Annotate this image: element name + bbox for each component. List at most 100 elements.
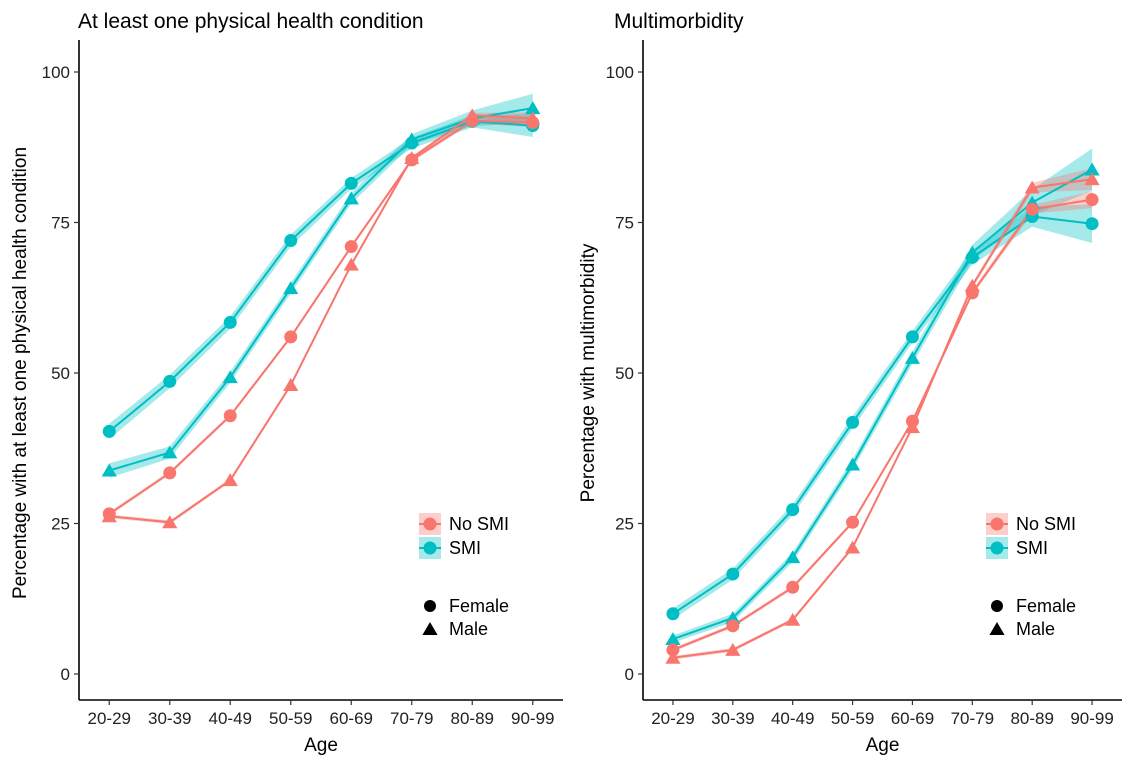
x-tick-label: 80-89 xyxy=(1010,709,1053,728)
data-point xyxy=(1084,162,1100,176)
x-tick-label: 60-69 xyxy=(330,709,373,728)
y-tick-label: 50 xyxy=(615,364,634,383)
data-point xyxy=(222,370,238,384)
data-point xyxy=(101,509,117,523)
x-tick-label: 90-99 xyxy=(1070,709,1113,728)
y-tick-label: 25 xyxy=(51,515,70,534)
x-tick-label: 20-29 xyxy=(88,709,131,728)
y-axis-label: Percentage with multimorbidity xyxy=(578,243,599,502)
data-point xyxy=(343,257,359,271)
data-point xyxy=(785,550,801,564)
x-tick-label: 40-49 xyxy=(209,709,252,728)
legend-label: SMI xyxy=(449,538,481,558)
x-tick-label: 40-49 xyxy=(771,709,814,728)
data-point xyxy=(1024,180,1040,194)
legend-shape-circle xyxy=(424,600,436,612)
series-line xyxy=(672,178,1093,659)
chart-panel-2: Multimorbidity 0 25 50 75 100 20-29 30-39 40-49 5… xyxy=(578,10,1122,756)
y-tick-label: 25 xyxy=(615,515,634,534)
data-point xyxy=(844,540,861,554)
confidence-band xyxy=(109,112,533,525)
data-point xyxy=(344,240,358,254)
data-point xyxy=(223,315,237,329)
legend-label: No SMI xyxy=(449,514,509,534)
x-tick-label: 90-99 xyxy=(511,709,554,728)
series-line xyxy=(672,168,1093,641)
legend-label: Female xyxy=(1016,596,1076,616)
legend-label: Male xyxy=(1016,619,1055,639)
data-point xyxy=(665,632,681,646)
data-point xyxy=(222,473,238,487)
data-point xyxy=(404,151,420,165)
legend-key-point xyxy=(990,517,1004,531)
data-point xyxy=(525,101,541,115)
x-axis-label: Age xyxy=(304,735,338,756)
chart-title: Multimorbidity xyxy=(614,10,744,33)
y-tick-label: 50 xyxy=(51,364,70,383)
legend-key-point xyxy=(990,541,1004,555)
legend-label: Male xyxy=(449,619,488,639)
data-point xyxy=(163,466,177,480)
data-point xyxy=(904,350,921,364)
data-point xyxy=(162,445,178,459)
legend-label: SMI xyxy=(1016,538,1048,558)
legend: No SMI SMI Female Male xyxy=(419,513,509,639)
data-point xyxy=(343,191,359,205)
data-point xyxy=(964,278,980,292)
data-point xyxy=(1085,193,1099,207)
data-point xyxy=(964,245,980,259)
series-line xyxy=(109,107,533,472)
data-point xyxy=(162,515,178,529)
data-point xyxy=(1084,172,1100,186)
data-point xyxy=(844,457,861,471)
data-point xyxy=(846,515,860,529)
data-point xyxy=(163,374,177,388)
data-point xyxy=(283,281,299,295)
series-line xyxy=(672,198,1093,651)
data-point xyxy=(904,420,921,434)
x-tick-label: 70-79 xyxy=(951,709,994,728)
legend: No SMI SMI Female Male xyxy=(986,513,1076,639)
series-line xyxy=(108,119,533,515)
data-point xyxy=(905,330,919,344)
confidence-band xyxy=(672,191,1093,652)
data-point xyxy=(223,409,237,423)
y-tick-label: 75 xyxy=(51,214,70,233)
legend-label: Female xyxy=(449,596,509,616)
confidence-band xyxy=(109,114,533,440)
x-tick-label: 30-39 xyxy=(711,709,754,728)
y-axis-label: Percentage with at least one physical he… xyxy=(10,147,31,599)
x-tick-label: 20-29 xyxy=(651,709,694,728)
data-point xyxy=(101,463,117,477)
data-point xyxy=(786,580,800,594)
x-tick-label: 70-79 xyxy=(390,709,433,728)
confidence-band xyxy=(672,148,1093,643)
x-tick-label: 50-59 xyxy=(831,709,874,728)
y-tick-label: 0 xyxy=(625,665,634,684)
legend-label: No SMI xyxy=(1016,514,1076,534)
data-point xyxy=(525,111,541,125)
data-point xyxy=(284,330,298,344)
y-tick-label: 100 xyxy=(606,63,634,82)
data-point xyxy=(785,612,801,626)
chart-panel-1: At least one physical health condition 0 2… xyxy=(10,10,563,756)
legend-key-point xyxy=(423,517,437,531)
data-point xyxy=(284,234,298,248)
x-tick-label: 60-69 xyxy=(891,709,934,728)
legend-shape-triangle xyxy=(989,622,1005,635)
data-point xyxy=(726,619,740,633)
data-point xyxy=(464,108,480,122)
data-point xyxy=(404,132,420,146)
x-tick-label: 50-59 xyxy=(269,709,312,728)
y-tick-label: 75 xyxy=(615,214,634,233)
data-point xyxy=(666,643,680,657)
confidence-band xyxy=(109,93,533,478)
data-point xyxy=(846,415,860,429)
data-point xyxy=(725,642,741,656)
series-line xyxy=(109,114,533,524)
chart-title: At least one physical health condition xyxy=(78,10,424,33)
x-tick-label: 80-89 xyxy=(451,709,494,728)
data-point xyxy=(1085,217,1099,231)
legend-key-point xyxy=(423,541,437,555)
